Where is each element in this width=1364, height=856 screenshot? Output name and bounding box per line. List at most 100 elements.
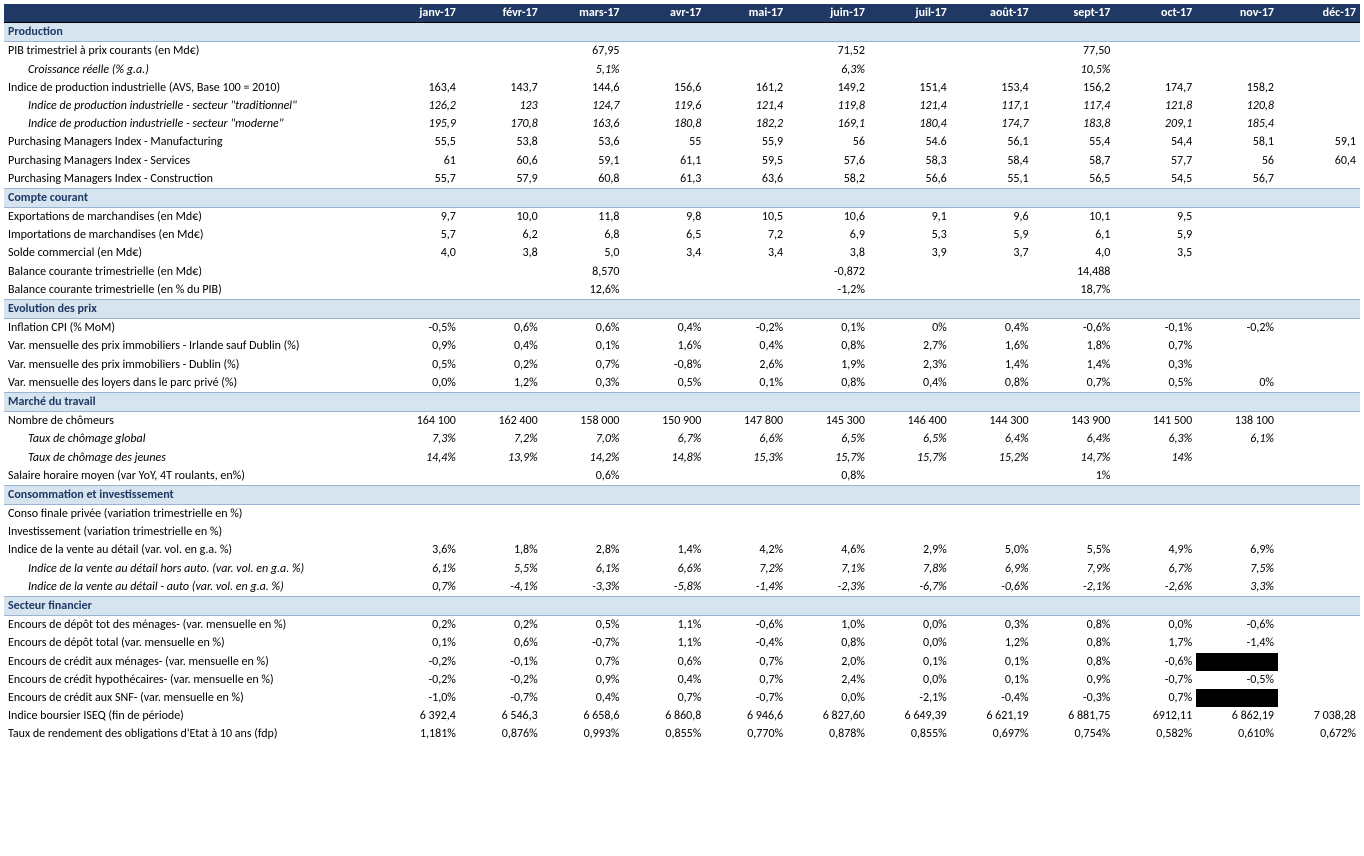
- data-cell: 164 100: [378, 412, 460, 431]
- data-cell: -0,4%: [705, 634, 787, 652]
- data-cell: 156,2: [1033, 79, 1115, 97]
- data-cell: 123: [460, 97, 542, 115]
- header-month: déc-17: [1278, 4, 1360, 23]
- data-cell: 6,9: [787, 226, 869, 244]
- data-cell: 53,8: [460, 133, 542, 151]
- data-cell: 6 827,60: [787, 707, 869, 725]
- data-cell: 5,0%: [951, 541, 1033, 559]
- data-cell: 7,3%: [378, 430, 460, 448]
- data-cell: [1114, 467, 1196, 486]
- data-cell: -1,4%: [705, 578, 787, 597]
- data-cell: 0,4%: [542, 689, 624, 707]
- data-cell: -5,8%: [624, 578, 706, 597]
- data-cell: [869, 467, 951, 486]
- row-label: Indice de la vente au détail - auto (var…: [4, 578, 378, 597]
- data-cell: 6 862,19: [1196, 707, 1278, 725]
- data-cell: 5,9: [951, 226, 1033, 244]
- data-cell: [460, 263, 542, 281]
- data-cell: [1278, 170, 1360, 189]
- data-cell: 6912,11: [1114, 707, 1196, 725]
- data-cell: 117,4: [1033, 97, 1115, 115]
- data-cell: 0,1%: [869, 653, 951, 671]
- data-cell: 5,3: [869, 226, 951, 244]
- data-cell: 55,4: [1033, 133, 1115, 151]
- data-cell: 1,1%: [624, 634, 706, 652]
- data-cell: [1278, 449, 1360, 467]
- data-cell: 0,8%: [787, 374, 869, 393]
- data-cell: 163,6: [542, 115, 624, 133]
- data-cell: 1,181%: [378, 725, 460, 743]
- data-cell: 0,1%: [951, 653, 1033, 671]
- data-cell: 56,1: [951, 133, 1033, 151]
- row-label: Balance courante trimestrielle (en % du …: [4, 281, 378, 300]
- data-cell: 0,5%: [1114, 374, 1196, 393]
- data-cell: -0,7%: [542, 634, 624, 652]
- table-body: ProductionPIB trimestriel à prix courant…: [4, 23, 1360, 744]
- data-cell: [1033, 505, 1115, 524]
- row-label: Nombre de chômeurs: [4, 412, 378, 431]
- data-cell: [869, 281, 951, 300]
- data-cell: 162 400: [460, 412, 542, 431]
- data-cell: 56: [787, 133, 869, 151]
- data-cell: 15,7%: [869, 449, 951, 467]
- data-cell: 0,1%: [951, 671, 1033, 689]
- data-cell: 1,4%: [951, 356, 1033, 374]
- data-cell: -0,2%: [460, 671, 542, 689]
- data-cell: 10,5: [705, 208, 787, 227]
- data-cell: 15,2%: [951, 449, 1033, 467]
- data-cell: 6,6%: [624, 560, 706, 578]
- data-cell: 0,1%: [378, 634, 460, 652]
- data-cell: -1,2%: [787, 281, 869, 300]
- row-label: Purchasing Managers Index - Services: [4, 152, 378, 170]
- data-cell: [1278, 337, 1360, 355]
- data-cell: 0,5%: [624, 374, 706, 393]
- data-cell: -0,8%: [624, 356, 706, 374]
- data-cell: 54,4: [1114, 133, 1196, 151]
- data-cell: 2,0%: [787, 653, 869, 671]
- data-cell: 10,1: [1033, 208, 1115, 227]
- data-cell: 6,5%: [869, 430, 951, 448]
- data-cell: 0,8%: [787, 634, 869, 652]
- data-cell: 7,1%: [787, 560, 869, 578]
- data-cell: -0,5%: [1196, 671, 1278, 689]
- data-cell: 0,6%: [542, 319, 624, 338]
- data-cell: [1196, 61, 1278, 79]
- section-header: Evolution des prix: [4, 300, 1360, 319]
- data-cell: -0,6%: [705, 616, 787, 635]
- row-label: Importations de marchandises (en Md€): [4, 226, 378, 244]
- data-cell: [460, 281, 542, 300]
- header-month: août-17: [951, 4, 1033, 23]
- data-cell: 124,7: [542, 97, 624, 115]
- row-label: Balance courante trimestrielle (en Md€): [4, 263, 378, 281]
- data-cell: -0,6%: [1033, 319, 1115, 338]
- data-cell: 4,9%: [1114, 541, 1196, 559]
- data-cell: [1196, 505, 1278, 524]
- data-cell: 1,6%: [624, 337, 706, 355]
- data-cell: 0,8%: [787, 337, 869, 355]
- data-cell: 0,6%: [542, 467, 624, 486]
- data-cell: 0,0%: [1114, 616, 1196, 635]
- data-cell: 0,4%: [705, 337, 787, 355]
- data-cell: 4,2%: [705, 541, 787, 559]
- data-cell: 2,9%: [869, 541, 951, 559]
- data-cell: 0,3%: [542, 374, 624, 393]
- header-month: juil-17: [869, 4, 951, 23]
- data-cell: 169,1: [787, 115, 869, 133]
- header-month: mars-17: [542, 4, 624, 23]
- data-cell: [378, 505, 460, 524]
- section-header: Secteur financier: [4, 597, 1360, 616]
- data-cell: 1,2%: [951, 634, 1033, 652]
- data-cell: [1278, 523, 1360, 541]
- data-cell: [705, 42, 787, 61]
- data-cell: [951, 61, 1033, 79]
- data-cell: -0,7%: [705, 689, 787, 707]
- data-cell: [1196, 226, 1278, 244]
- data-cell: [705, 505, 787, 524]
- data-cell: -0,4%: [951, 689, 1033, 707]
- data-cell: [624, 505, 706, 524]
- data-cell: 0%: [1196, 374, 1278, 393]
- data-cell: 0,993%: [542, 725, 624, 743]
- data-cell: 0,4%: [869, 374, 951, 393]
- data-cell: -0,1%: [460, 653, 542, 671]
- data-cell: 63,6: [705, 170, 787, 189]
